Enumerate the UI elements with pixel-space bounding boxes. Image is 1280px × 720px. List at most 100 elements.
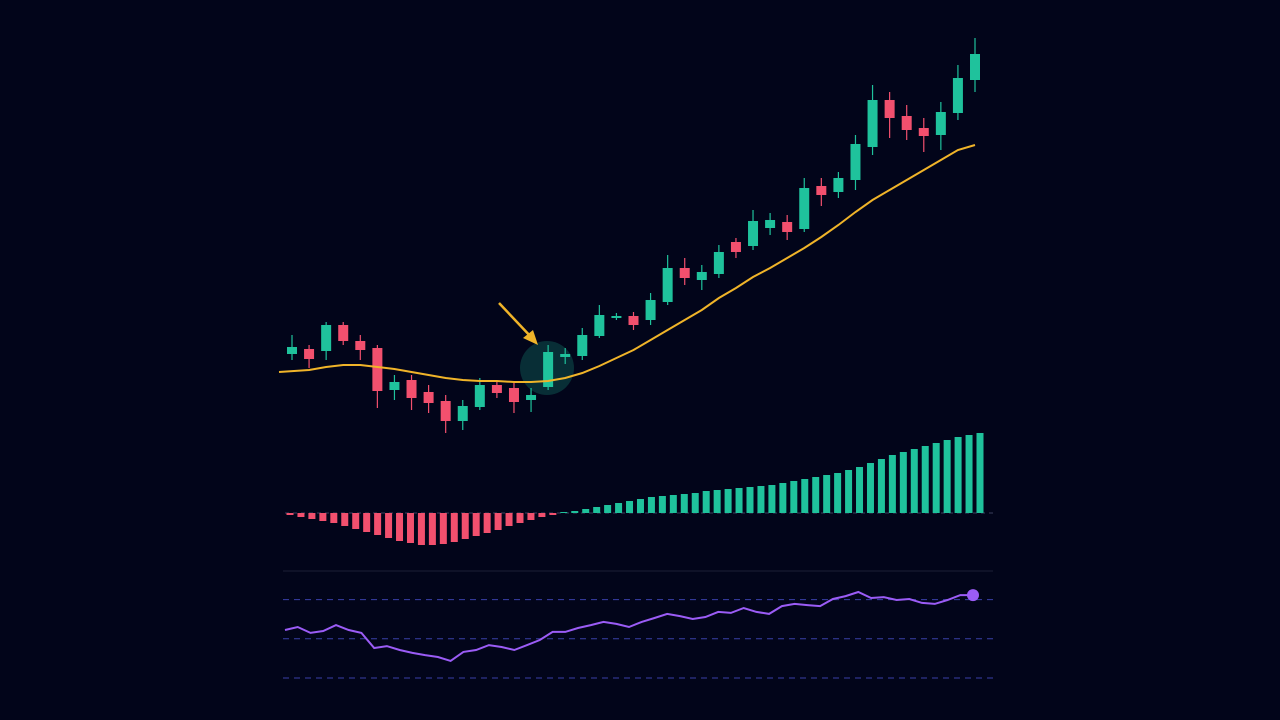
histogram-bar — [319, 513, 327, 521]
candle-body — [901, 116, 912, 130]
histogram-bar — [801, 479, 809, 513]
histogram-bar — [604, 505, 612, 513]
candle-body — [884, 100, 895, 118]
histogram-bar — [702, 491, 710, 513]
candle-body — [645, 300, 656, 320]
histogram-bar — [636, 499, 644, 513]
histogram-bar — [472, 513, 480, 536]
histogram-bar — [768, 485, 776, 513]
histogram-bar — [790, 481, 798, 513]
histogram-bar — [647, 497, 655, 513]
histogram-bar — [943, 440, 951, 513]
arrow-shaft — [498, 302, 534, 340]
histogram-bar — [658, 496, 666, 513]
candle-body — [577, 335, 588, 356]
candle-body — [696, 272, 707, 280]
candle-body — [423, 392, 434, 403]
histogram-bar — [626, 501, 634, 513]
arrow-head — [523, 330, 538, 345]
candle-body — [662, 268, 673, 302]
histogram-bar — [483, 513, 491, 533]
candle-body — [406, 380, 417, 398]
histogram-bar — [406, 513, 414, 543]
histogram-bar — [965, 435, 973, 513]
histogram-bar — [308, 513, 316, 519]
candle-body — [355, 341, 366, 350]
candle-body — [338, 325, 349, 341]
histogram-bar — [735, 488, 743, 513]
histogram-bar — [713, 490, 721, 513]
histogram-bar — [505, 513, 513, 526]
histogram-bar — [571, 511, 579, 513]
candle-body — [833, 178, 844, 192]
candle-body — [304, 349, 315, 359]
histogram-bar — [396, 513, 404, 541]
histogram-bar — [823, 475, 831, 513]
oscillator-line — [284, 590, 973, 662]
histogram-bar — [724, 489, 732, 513]
candle-body — [628, 316, 639, 325]
candle-body — [782, 222, 793, 232]
histogram-bar — [746, 487, 754, 513]
histogram-bar — [834, 473, 842, 513]
histogram-bar — [549, 513, 557, 515]
candle-body — [543, 352, 554, 387]
histogram-bar — [450, 513, 458, 542]
candle-body — [560, 354, 571, 357]
candle-body — [611, 316, 622, 318]
last-point — [967, 589, 979, 602]
candle-body — [952, 78, 963, 113]
candle-body — [816, 186, 827, 195]
histogram-bar — [691, 493, 699, 513]
histogram-bar — [516, 513, 524, 523]
histogram-bar — [954, 437, 962, 513]
candle-body — [970, 54, 980, 80]
histogram-bar — [899, 452, 907, 513]
histogram-bar — [615, 503, 623, 513]
candle-body — [457, 406, 468, 421]
histogram-bar — [417, 513, 425, 545]
candle-body — [867, 100, 878, 147]
moving-average — [278, 144, 976, 383]
histogram-bar — [428, 513, 436, 545]
histogram-bar — [877, 459, 885, 513]
candle-body — [526, 395, 537, 400]
histogram-bar — [888, 455, 896, 513]
candle-body — [918, 128, 929, 136]
histogram-bar — [680, 494, 688, 513]
candle-body — [389, 382, 400, 390]
candle-body — [713, 252, 724, 274]
histogram-bar — [385, 513, 393, 538]
histogram-bar — [439, 513, 447, 544]
histogram-bar — [779, 483, 787, 513]
histogram-bar — [461, 513, 469, 539]
histogram-bar — [286, 513, 294, 515]
histogram-bar — [669, 495, 677, 513]
candle-body — [594, 315, 605, 336]
candle-body — [679, 268, 690, 278]
histogram-bar — [845, 470, 853, 513]
histogram-bar — [363, 513, 371, 532]
candle-body — [850, 144, 861, 180]
candle-body — [321, 325, 332, 351]
histogram-bar — [921, 446, 929, 513]
histogram-bar — [582, 509, 590, 513]
histogram-bar — [297, 513, 305, 517]
histogram-bar — [866, 463, 874, 513]
histogram-bar — [593, 507, 601, 513]
histogram-bar — [527, 513, 535, 520]
candle-body — [474, 385, 485, 407]
candle-body — [765, 220, 776, 228]
histogram-bar — [856, 467, 864, 513]
candle-body — [372, 348, 383, 391]
candle-body — [748, 221, 759, 246]
histogram-bar — [374, 513, 382, 535]
candle-body — [287, 347, 297, 354]
candle-body — [508, 388, 519, 402]
histogram-bar — [757, 486, 765, 513]
histogram-bar — [910, 449, 918, 513]
histogram-bar — [330, 513, 338, 523]
